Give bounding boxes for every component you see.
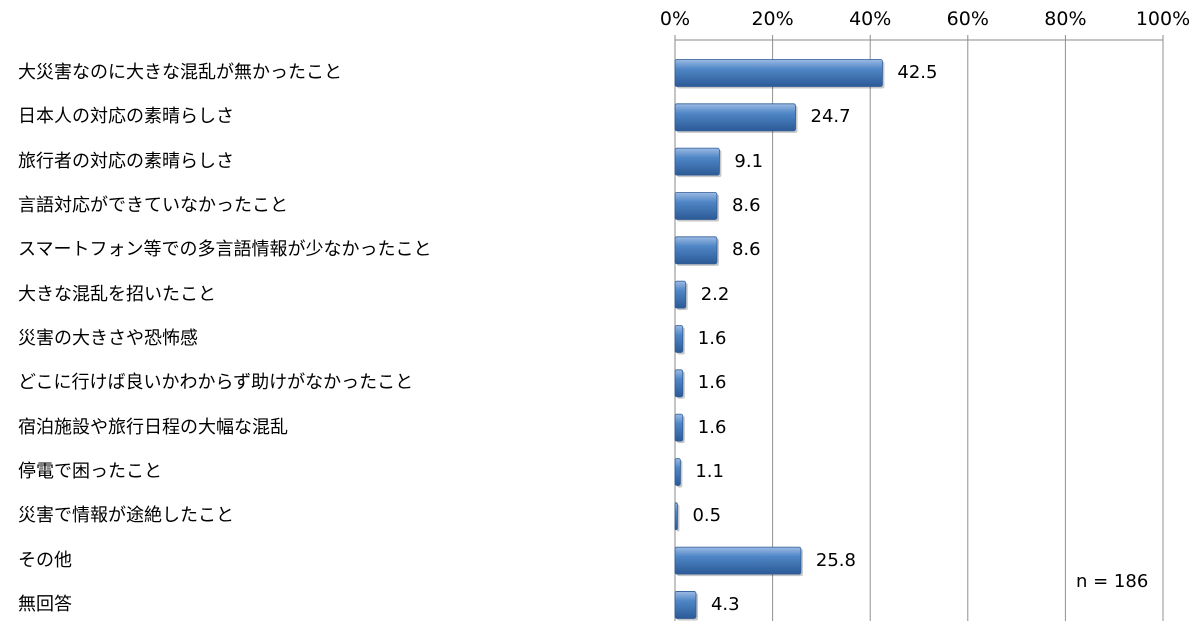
x-tick-label: 20% [751,8,794,30]
bar [674,236,718,265]
value-label: 1.6 [697,372,727,394]
value-label: 1.6 [697,416,727,438]
bar [674,502,678,531]
value-label: 0.5 [692,505,722,527]
category-label: 大災害なのに大きな混乱が無かったこと [18,62,342,83]
value-label: 8.6 [731,239,761,261]
category-label: 停電で困ったこと [18,460,162,482]
bar [674,591,697,619]
x-tick-label: 60% [946,8,989,30]
value-label: 24.7 [810,106,851,128]
value-label: 1.6 [697,327,727,349]
category-label: 旅行者の対応の素晴らしさ [18,150,234,172]
value-label: 9.1 [734,150,764,172]
bar [674,280,687,309]
value-label: 8.6 [731,194,761,216]
value-label: 25.8 [815,549,856,571]
bar [674,59,883,87]
x-tick-label: 0% [659,8,691,30]
category-label: どこに行けば良いかわからず助けがなかったこと [18,372,414,394]
bar [674,147,720,176]
category-label: 大きな混乱を招いたこと [18,283,216,305]
value-label: 4.3 [710,593,740,615]
category-label: 災害で情報が途絶したこと [18,505,234,527]
bar [674,413,684,442]
x-tick-label: 40% [849,8,892,30]
value-label: 42.5 [897,62,938,83]
bar [674,192,718,220]
bar [674,546,802,575]
category-label: 無回答 [18,593,72,615]
category-label: 宿泊施設や旅行日程の大幅な混乱 [18,416,288,438]
category-label: スマートフォン等での多言語情報が少なかったこと [18,239,432,261]
bar [674,458,681,486]
bar [674,369,684,398]
category-label: 言語対応ができていなかったこと [18,194,288,216]
bar [674,103,796,132]
bar [674,325,684,353]
value-label: 1.1 [695,460,724,482]
category-label: 日本人の対応の素晴らしさ [18,106,234,128]
value-label: 2.2 [700,283,730,305]
category-label: その他 [18,549,72,571]
category-label: 災害の大きさや恐怖感 [18,327,198,349]
sample-size-note: n = 186 [1076,571,1149,592]
x-tick-label: 80% [1044,8,1087,30]
x-tick-label: 100% [1135,8,1191,30]
